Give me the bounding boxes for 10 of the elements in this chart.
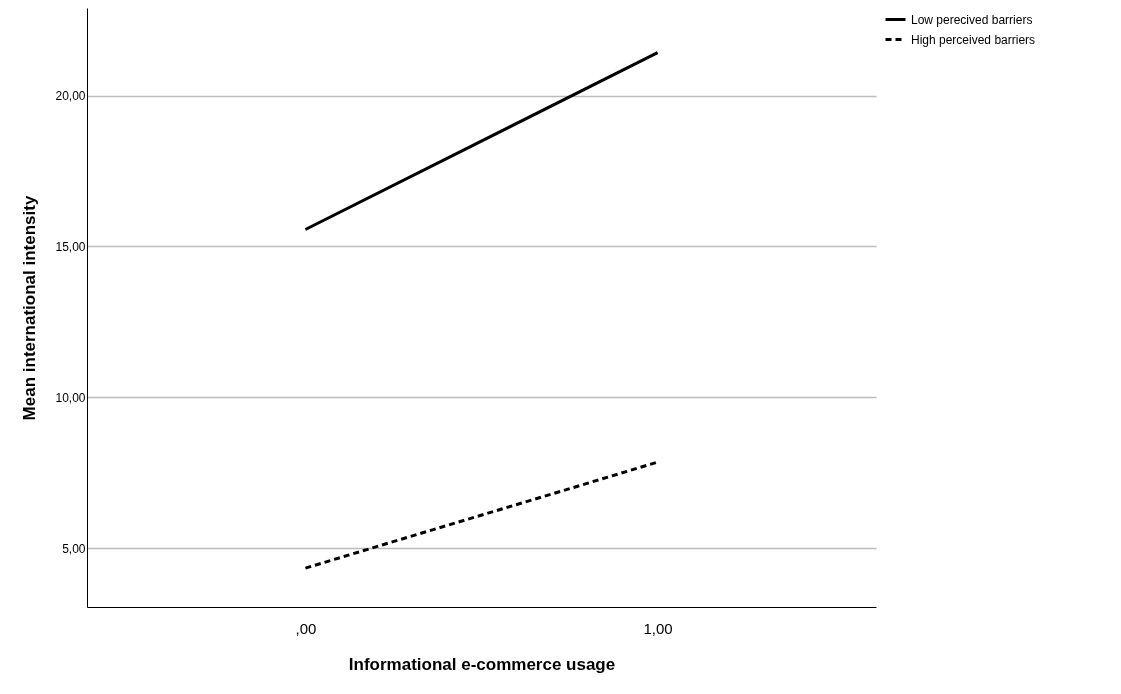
y-tick-label: 20,00 [55,89,86,104]
y-tick-label: 5,00 [62,541,86,556]
y-tick-label: 15,00 [55,239,86,254]
y-tick-label: 10,00 [55,390,86,405]
x-tick-label: 1,00 [643,619,673,637]
x-axis-title: Informational e-commerce usage [348,654,616,674]
y-axis-title: Mean international intensity [20,195,40,421]
x-tick-label: ,00 [295,619,317,637]
legend-label: Low perecived barriers [911,12,1033,27]
legend-label: High perceived barriers [911,32,1036,47]
